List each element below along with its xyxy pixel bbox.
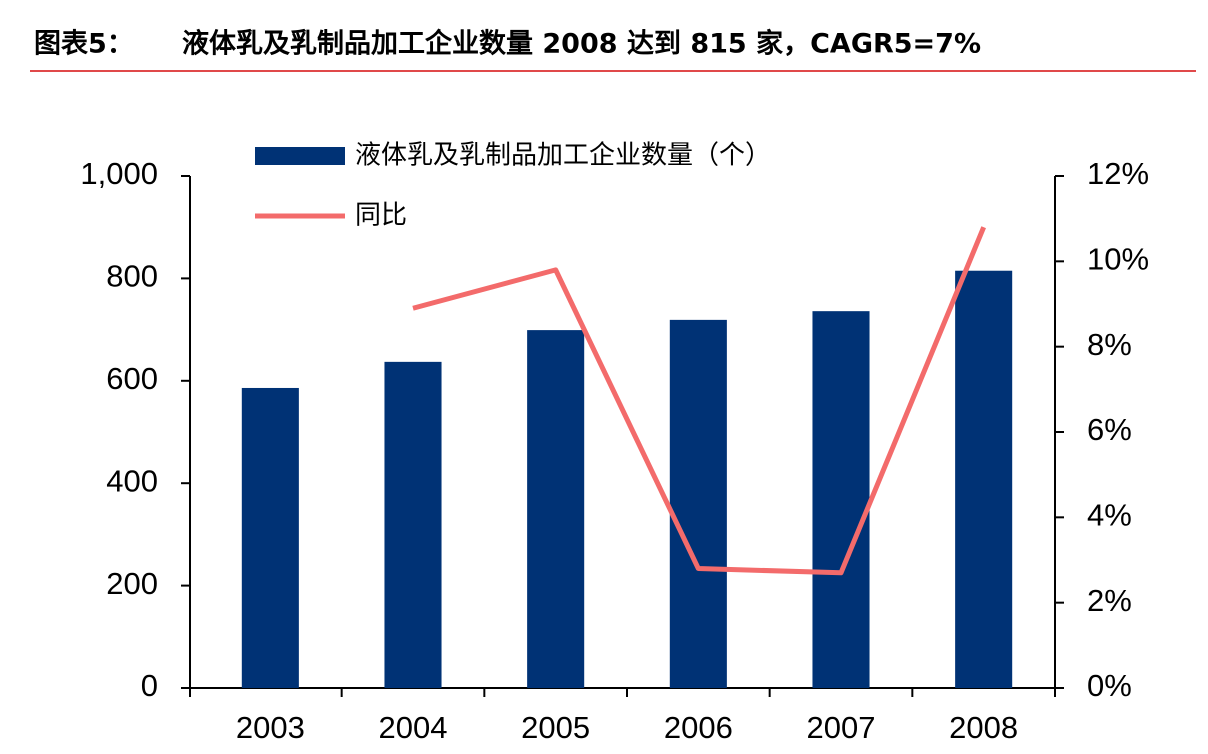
x-tick-label: 2007 bbox=[807, 710, 876, 745]
y-tick-label: 600 bbox=[106, 361, 158, 396]
x-tick-label: 2008 bbox=[949, 710, 1018, 745]
bar bbox=[527, 330, 585, 688]
y-tick-label: 400 bbox=[106, 463, 158, 498]
y-tick-label: 0 bbox=[141, 668, 158, 703]
legend-label: 液体乳及乳制品加工企业数量（个） bbox=[355, 141, 771, 171]
x-tick-label: 2004 bbox=[379, 710, 448, 745]
y2-tick-label: 4% bbox=[1087, 498, 1132, 533]
y-tick-label: 200 bbox=[106, 566, 158, 601]
y-tick-label: 800 bbox=[106, 259, 158, 294]
bar bbox=[241, 387, 299, 688]
chart-label: 图表5： bbox=[34, 29, 134, 60]
bar bbox=[384, 361, 442, 688]
x-tick-label: 2005 bbox=[521, 710, 590, 745]
y-tick-label: 1,000 bbox=[80, 156, 158, 191]
chart-title: 液体乳及乳制品加工企业数量 2008 达到 815 家，CAGR5=7% bbox=[182, 28, 981, 60]
y2-tick-label: 0% bbox=[1087, 668, 1132, 703]
line bbox=[412, 226, 986, 576]
legend-label: 同比 bbox=[355, 201, 407, 231]
y2-tick-label: 2% bbox=[1087, 583, 1132, 618]
legend-swatch bbox=[255, 147, 345, 165]
bar bbox=[955, 270, 1013, 688]
y2-tick-label: 8% bbox=[1087, 327, 1132, 362]
bar bbox=[669, 319, 727, 688]
x-tick-label: 2003 bbox=[236, 710, 305, 745]
y2-tick-label: 12% bbox=[1087, 156, 1149, 191]
y2-tick-label: 6% bbox=[1087, 412, 1132, 447]
y2-tick-label: 10% bbox=[1087, 242, 1149, 277]
bar bbox=[812, 311, 870, 688]
x-tick-label: 2006 bbox=[664, 710, 733, 745]
